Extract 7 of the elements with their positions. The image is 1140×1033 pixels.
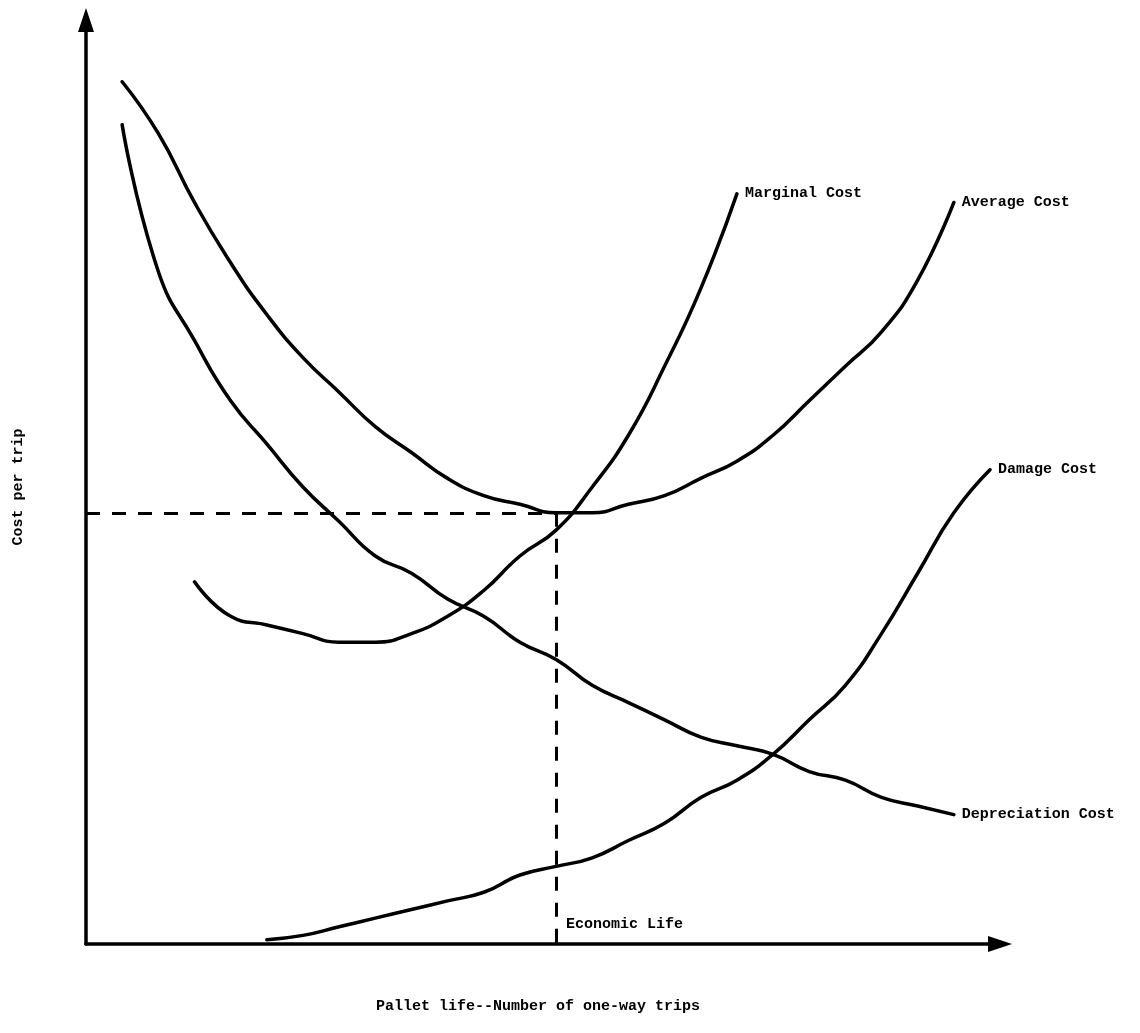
y-axis-title: Cost per trip [10, 428, 27, 546]
series-label: Average Cost [961, 193, 1070, 211]
series-label: Marginal Cost [744, 185, 862, 203]
series-label: Depreciation Cost [961, 806, 1115, 824]
annotation: Economic Life [566, 916, 684, 933]
series-label: Damage Cost [998, 461, 1098, 479]
x-axis-title: Pallet life--Number of one-way trips [375, 998, 701, 1015]
